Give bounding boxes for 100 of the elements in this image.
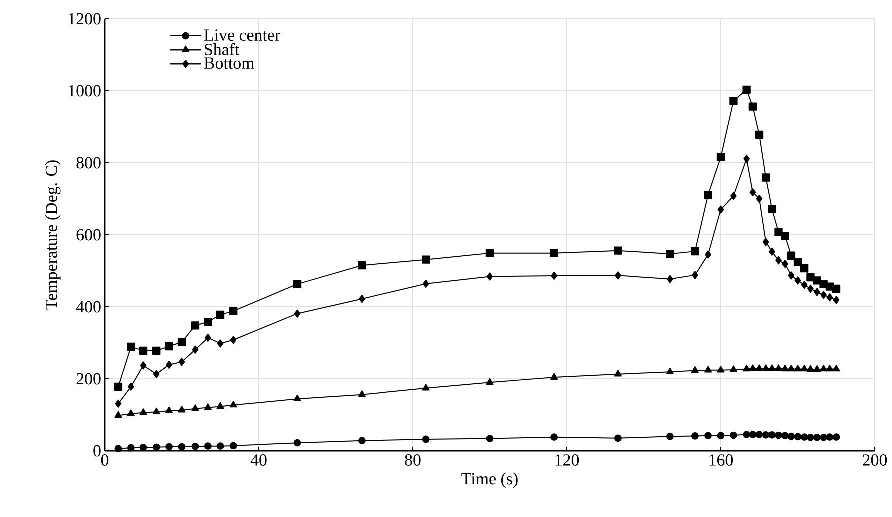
point (666, 275, 674, 284)
point (820, 291, 827, 300)
point (140, 362, 147, 370)
point (762, 364, 770, 372)
x-tick-label: 40 (250, 454, 267, 466)
point (486, 435, 494, 442)
y-tick-label: 600 (76, 229, 101, 241)
point (551, 272, 558, 280)
point (794, 433, 802, 441)
point (794, 258, 802, 266)
point (140, 408, 148, 416)
point (230, 442, 238, 450)
x-tick-label: 0 (101, 454, 109, 466)
point (800, 264, 809, 273)
point (192, 346, 199, 354)
point (614, 370, 622, 377)
point (832, 434, 840, 442)
point (743, 364, 751, 372)
point (794, 364, 802, 372)
point (704, 366, 712, 373)
point (666, 432, 674, 440)
point (742, 86, 751, 94)
point (820, 434, 828, 442)
point (787, 252, 796, 260)
point (782, 260, 788, 268)
point (166, 406, 174, 414)
point (756, 364, 764, 372)
point (358, 437, 366, 445)
point (718, 206, 724, 214)
point (800, 364, 808, 372)
point (730, 432, 738, 440)
y-axis-title: Temperature (Deg. C) (45, 160, 61, 310)
point (800, 434, 808, 442)
point (768, 204, 776, 214)
point (762, 238, 770, 246)
point (140, 444, 148, 452)
point (178, 443, 186, 451)
point (204, 404, 212, 410)
point (114, 411, 122, 418)
point (216, 442, 224, 450)
point (166, 360, 172, 370)
y-tick-label: 1000 (69, 85, 101, 97)
point (550, 373, 558, 380)
point (230, 400, 238, 408)
point (230, 336, 237, 344)
point (486, 272, 494, 281)
point (769, 248, 776, 256)
point (422, 436, 430, 444)
point (204, 442, 212, 450)
point (614, 434, 622, 442)
point (782, 432, 789, 440)
point (826, 364, 834, 372)
point (216, 310, 225, 320)
point (704, 432, 712, 440)
point (704, 190, 712, 200)
point (820, 364, 828, 372)
point (826, 434, 834, 442)
point (358, 262, 366, 270)
point (768, 431, 776, 439)
point (192, 404, 200, 412)
point (178, 338, 186, 346)
point (705, 250, 712, 259)
legend-label: Bottom (204, 58, 255, 70)
point (813, 365, 822, 372)
point (756, 431, 764, 438)
point (666, 250, 674, 258)
point (615, 272, 622, 280)
point (422, 280, 430, 288)
point (217, 340, 224, 348)
x-tick-label: 120 (556, 454, 580, 466)
point (748, 102, 758, 111)
point (801, 280, 808, 290)
point (744, 154, 750, 164)
point (762, 431, 770, 439)
point (152, 444, 160, 452)
point (550, 434, 558, 442)
point (749, 431, 757, 438)
point (191, 322, 200, 330)
y-tick-label: 0 (94, 445, 101, 457)
legend-label: Shaft (205, 43, 240, 56)
point (807, 434, 814, 442)
point (813, 276, 822, 285)
point (666, 368, 674, 375)
point (750, 188, 756, 197)
point (486, 249, 494, 258)
point (749, 364, 757, 372)
y-tick-label: 400 (76, 301, 101, 313)
point (774, 364, 783, 372)
point (358, 390, 366, 398)
point (128, 382, 134, 392)
point (550, 249, 558, 258)
x-tick-label: 80 (405, 454, 421, 466)
point (756, 194, 763, 204)
point (422, 256, 430, 264)
point (717, 432, 725, 440)
point (775, 432, 782, 440)
point (422, 384, 430, 391)
point (115, 400, 122, 408)
point (152, 346, 161, 356)
y-tick-label: 200 (76, 373, 101, 385)
